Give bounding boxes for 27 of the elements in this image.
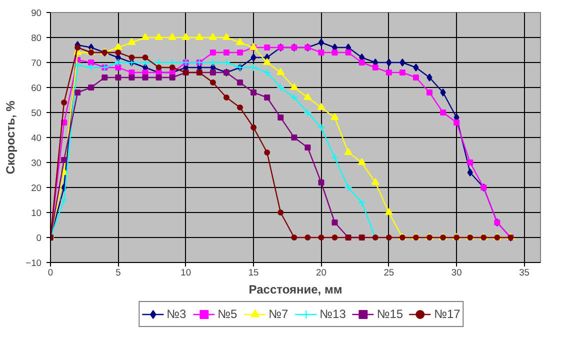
legend-label: №15	[376, 307, 404, 321]
y-tick-label: 80	[31, 33, 42, 43]
y-tick-label: 30	[31, 158, 42, 168]
x-tick-label: 25	[384, 268, 394, 278]
x-tick-label: 5	[116, 268, 121, 278]
y-tick-label: 20	[31, 183, 42, 193]
y-tick-label: 50	[31, 108, 42, 118]
y-tick-label: 0	[36, 233, 42, 243]
y-tick-label: 40	[31, 133, 42, 143]
legend-label: №7	[268, 307, 289, 321]
legend-label: №17	[434, 307, 460, 321]
y-axis-title: Скорость, %	[4, 100, 18, 174]
legend-label: №5	[218, 307, 238, 321]
x-tick-label: 20	[316, 268, 326, 278]
x-axis-title: Расстояние, мм	[248, 282, 342, 296]
y-tick-label: 10	[31, 208, 42, 218]
x-tick-label: 35	[519, 268, 530, 278]
x-tick-label: 30	[451, 268, 462, 278]
y-tick-label: 90	[31, 8, 42, 18]
legend-label: №3	[166, 307, 187, 321]
y-tick-label: 60	[31, 83, 42, 93]
x-tick-label: 0	[48, 268, 54, 278]
y-tick-label: −10	[26, 258, 42, 268]
legend-label: №13	[320, 307, 346, 321]
y-tick-label: 70	[31, 58, 42, 68]
x-tick-label: 10	[180, 268, 192, 278]
x-tick-label: 15	[248, 268, 259, 278]
